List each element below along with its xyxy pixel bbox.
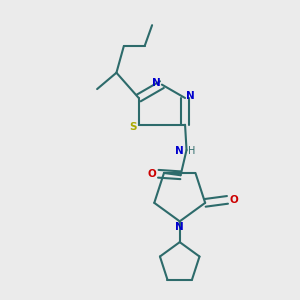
Text: N: N: [186, 91, 195, 100]
Text: N: N: [175, 222, 184, 232]
Text: N: N: [152, 78, 161, 88]
Text: S: S: [130, 122, 137, 132]
Text: O: O: [147, 169, 156, 179]
Text: H: H: [188, 146, 196, 157]
Text: N: N: [175, 146, 184, 157]
Text: O: O: [230, 195, 238, 205]
